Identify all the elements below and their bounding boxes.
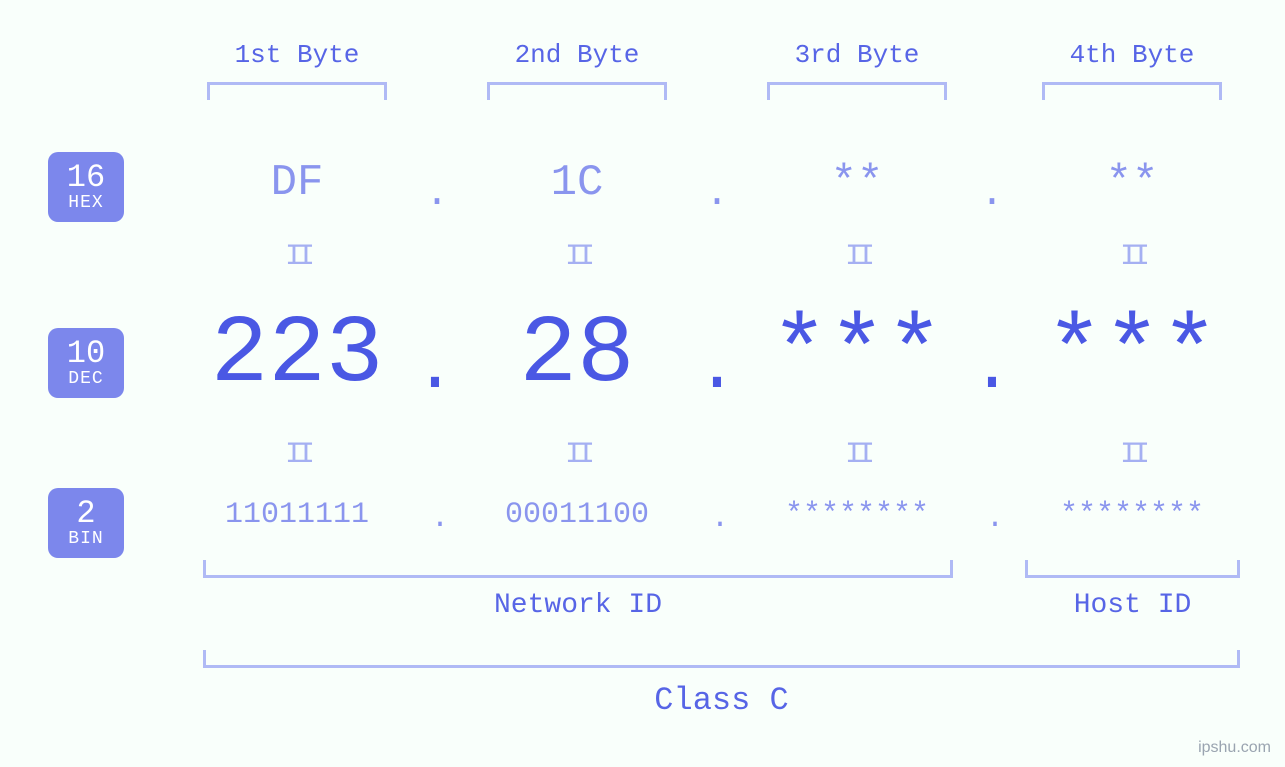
label-host-id: Host ID (1025, 590, 1240, 621)
bracket-top-3 (767, 82, 947, 100)
base-num-dec: 10 (67, 337, 105, 371)
base-num-hex: 16 (67, 161, 105, 195)
dot-hex-2: . (687, 172, 747, 217)
hex-byte-3: ** (747, 158, 967, 208)
base-badge-bin: 2 BIN (48, 488, 124, 558)
bracket-top-1 (207, 82, 387, 100)
label-class: Class C (203, 682, 1240, 719)
ip-diagram: { "layout": { "columns": [ { "label": "1… (0, 0, 1285, 767)
dot-hex-1: . (407, 172, 467, 217)
bin-byte-1: 11011111 (167, 498, 427, 532)
dec-byte-4: *** (1012, 300, 1252, 409)
base-txt-dec: DEC (68, 370, 103, 389)
eq-hex-dec-2: II (557, 240, 597, 274)
dec-byte-3: *** (737, 300, 977, 409)
base-badge-hex: 16 HEX (48, 152, 124, 222)
bracket-network-id (203, 560, 953, 578)
eq-hex-dec-3: II (837, 240, 877, 274)
eq-hex-dec-4: II (1112, 240, 1152, 274)
dec-byte-2: 28 (457, 300, 697, 409)
eq-dec-bin-2: II (557, 438, 597, 472)
bracket-top-2 (487, 82, 667, 100)
hex-byte-2: 1C (467, 158, 687, 208)
base-txt-hex: HEX (68, 194, 103, 213)
hex-byte-1: DF (187, 158, 407, 208)
base-txt-bin: BIN (68, 530, 103, 549)
bracket-class (203, 650, 1240, 668)
hex-byte-4: ** (1022, 158, 1242, 208)
eq-dec-bin-1: II (277, 438, 317, 472)
watermark: ipshu.com (1198, 739, 1271, 757)
eq-dec-bin-4: II (1112, 438, 1152, 472)
bin-byte-2: 00011100 (447, 498, 707, 532)
byte-label-2: 2nd Byte (467, 40, 687, 70)
byte-label-3: 3rd Byte (747, 40, 967, 70)
bracket-host-id (1025, 560, 1240, 578)
bin-byte-4: ******** (1002, 498, 1262, 532)
dec-byte-1: 223 (177, 300, 417, 409)
byte-label-1: 1st Byte (187, 40, 407, 70)
eq-hex-dec-1: II (277, 240, 317, 274)
base-badge-dec: 10 DEC (48, 328, 124, 398)
label-network-id: Network ID (203, 590, 953, 621)
dot-hex-3: . (962, 172, 1022, 217)
byte-label-4: 4th Byte (1022, 40, 1242, 70)
eq-dec-bin-3: II (837, 438, 877, 472)
base-num-bin: 2 (76, 497, 95, 531)
bin-byte-3: ******** (727, 498, 987, 532)
bracket-top-4 (1042, 82, 1222, 100)
